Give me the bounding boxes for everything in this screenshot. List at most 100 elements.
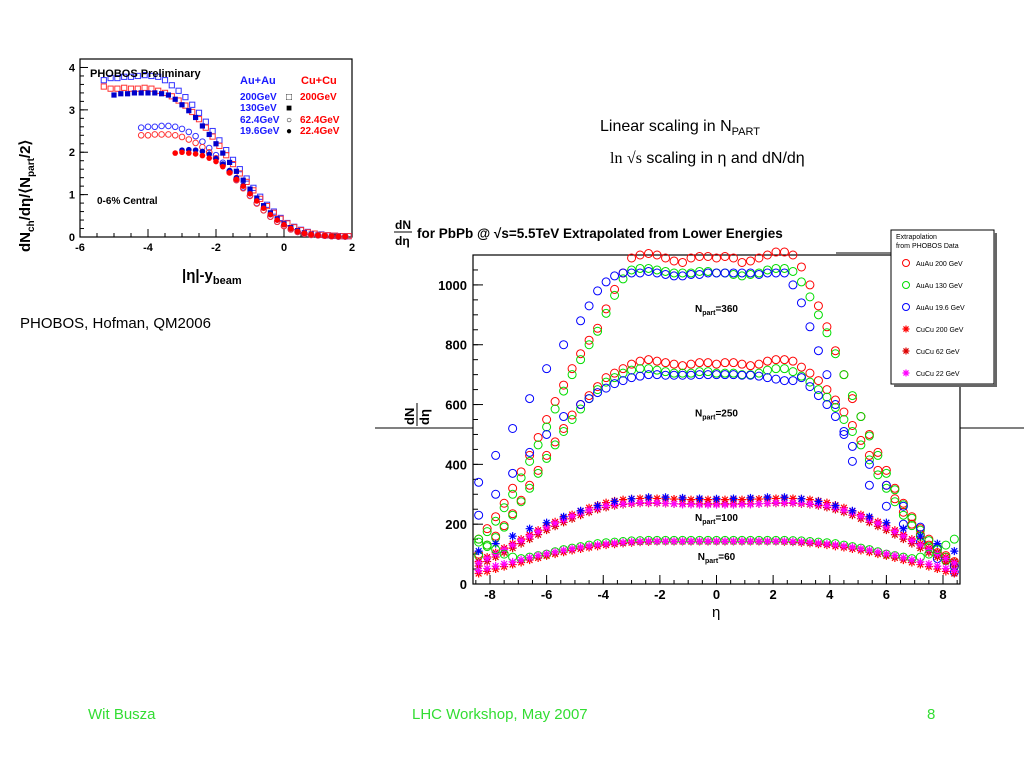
phobos-data-point [121, 84, 128, 91]
pbpb-data-point [499, 498, 509, 508]
pbpb-data-point [559, 423, 569, 433]
pbpb-data-point [576, 400, 586, 410]
pbpb-data-point [754, 537, 763, 546]
pbpb-data-point [762, 250, 772, 260]
pbpb-data-point [678, 370, 688, 380]
pbpb-data-point [830, 412, 840, 422]
pbpb-x-tick-label: -6 [541, 587, 553, 602]
pbpb-data-point [601, 383, 611, 393]
pbpb-data-point [551, 547, 560, 556]
pbpb-data-point [788, 537, 797, 546]
pbpb-data-point [898, 507, 908, 517]
pbpb-data-point [771, 364, 781, 374]
pbpb-data-point [678, 500, 687, 509]
pbpb-data-point [661, 358, 671, 368]
pbpb-data-point [627, 373, 637, 383]
pbpb-data-point [830, 346, 840, 356]
pbpb-data-point [491, 545, 501, 555]
pbpb-data-point [865, 546, 874, 555]
pbpb-data-point [491, 512, 501, 522]
pbpb-data-point [508, 489, 518, 499]
phobos-data-point [213, 141, 219, 147]
pbpb-data-point [627, 494, 636, 503]
pbpb-data-point [704, 495, 713, 504]
note-linear-scaling-sub: PART [731, 126, 760, 139]
phobos-x-tick-label: -4 [143, 242, 154, 254]
phobos-y-tick-label: 1 [69, 190, 75, 202]
pbpb-data-point [525, 524, 534, 533]
phobos-title: PHOBOS Preliminary [90, 68, 202, 80]
pbpb-data-point [559, 386, 569, 396]
pbpb-npart-annotation: Npart=60 [698, 552, 736, 565]
pbpb-data-point [610, 379, 620, 389]
pbpb-legend-label: AuAu 19.6 GeV [916, 305, 965, 312]
pbpb-data-point [627, 537, 636, 546]
pbpb-data-point [619, 495, 628, 504]
pbpb-data-point [788, 266, 798, 276]
pbpb-data-point [687, 500, 696, 509]
pbpb-data-point [483, 564, 492, 573]
phobos-data-point [281, 221, 287, 228]
pbpb-data-point [593, 382, 603, 392]
pbpb-data-point [728, 358, 738, 368]
pbpb-data-point [754, 371, 764, 381]
pbpb-data-point [483, 554, 492, 563]
pbpb-data-point [695, 251, 705, 261]
phobos-data-point [186, 150, 192, 156]
pbpb-data-point [737, 271, 747, 281]
pbpb-data-point [746, 500, 755, 509]
phobos-data-point [195, 109, 203, 116]
pbpb-data-point [584, 335, 594, 345]
pbpb-data-point [712, 500, 721, 509]
pbpb-data-point [652, 265, 662, 275]
pbpb-data-point [610, 539, 619, 548]
pbpb-data-point [567, 415, 577, 424]
pbpb-data-point [593, 326, 603, 336]
pbpb-data-point [584, 394, 594, 404]
phobos-data-point [185, 128, 193, 136]
pbpb-data-point [941, 540, 951, 550]
pbpb-data-point [618, 376, 628, 386]
pbpb-data-point [482, 524, 492, 534]
pbpb-data-point [839, 370, 849, 380]
pbpb-data-point [542, 364, 552, 374]
pbpb-data-point [941, 564, 950, 573]
pbpb-data-point [779, 263, 789, 273]
phobos-data-point [206, 131, 212, 138]
pbpb-data-point [882, 518, 891, 527]
phobos-data-point [100, 77, 107, 84]
pbpb-data-point [670, 537, 679, 546]
pbpb-x-tick-label: 0 [713, 587, 720, 602]
pbpb-data-point [644, 263, 654, 273]
pbpb-data-point [729, 500, 738, 509]
pbpb-data-point [517, 555, 526, 564]
pbpb-data-point [508, 423, 518, 433]
pbpb-data-point [822, 385, 832, 395]
pbpb-title: for PbPb @ √s=5.5TeV Extrapolated from L… [417, 226, 783, 241]
pbpb-data-point [559, 340, 569, 350]
pbpb-x-tick-label: 6 [883, 587, 890, 602]
pbpb-data-point [754, 253, 764, 263]
pbpb-data-point [754, 269, 764, 279]
pbpb-data-point [839, 542, 848, 551]
pbpb-x-tick-label: -4 [597, 587, 609, 602]
footer-author: Wit Busza [88, 706, 156, 723]
pbpb-data-point [822, 539, 831, 548]
pbpb-x-tick-label: 8 [939, 587, 946, 602]
pbpb-data-point [593, 286, 603, 296]
pbpb-data-point [864, 480, 874, 490]
phobos-data-point [141, 84, 148, 91]
phobos-legend-symbol: □ [286, 92, 292, 103]
phobos-data-point [247, 190, 253, 197]
pbpb-x-tick-label: 2 [770, 587, 777, 602]
pbpb-data-point [627, 253, 637, 263]
pbpb-data-point [525, 450, 535, 460]
pbpb-data-point [831, 501, 840, 510]
pbpb-data-point [584, 340, 594, 350]
pbpb-data-point [550, 437, 560, 447]
pbpb-data-point [686, 359, 696, 369]
pbpb-data-point [924, 559, 933, 568]
note-ln: ln [610, 150, 623, 167]
pbpb-legend-label: CuCu 22 GeV [916, 371, 960, 378]
pbpb-data-point [873, 465, 883, 475]
